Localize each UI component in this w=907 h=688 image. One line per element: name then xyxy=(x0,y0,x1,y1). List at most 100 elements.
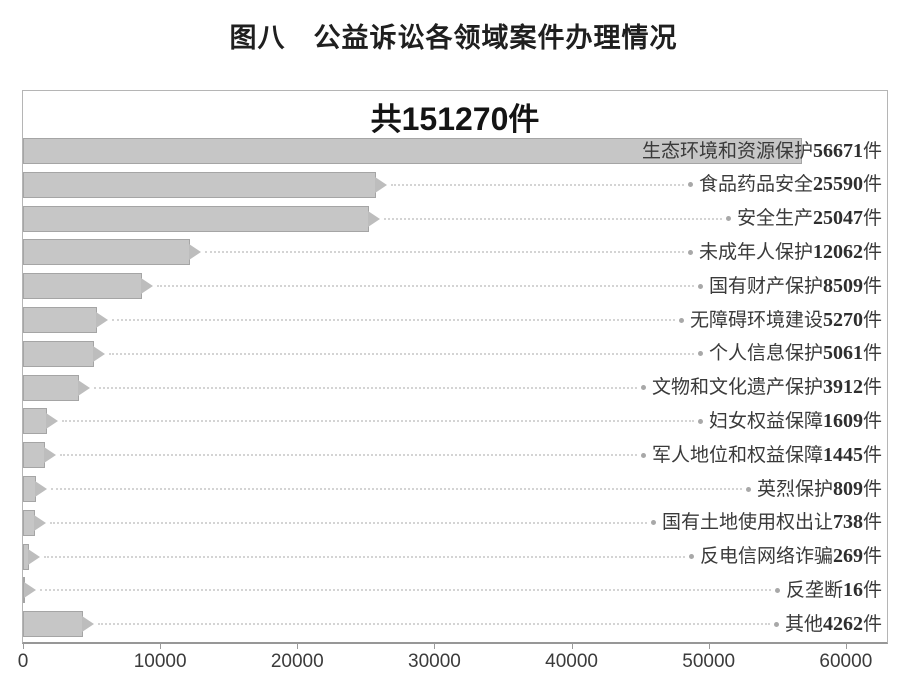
leader-dot-icon xyxy=(697,283,703,289)
bar-arrow-icon xyxy=(43,447,56,464)
bar-row: 生态环境和资源保护56671件 xyxy=(23,138,887,164)
bar-label: 国有财产保护8509件 xyxy=(709,273,882,300)
bar-row: 个人信息保护5061件 xyxy=(23,340,887,367)
bar-arrow-icon xyxy=(77,379,90,396)
bar-label-value: 12062 xyxy=(812,240,863,263)
bar-label-unit: 件 xyxy=(862,275,882,297)
bar-label: 个人信息保护5061件 xyxy=(709,340,882,367)
bar-label: 安全生产25047件 xyxy=(737,205,882,232)
bar-row: 反垄断16件 xyxy=(23,577,887,604)
bar-label-category: 英烈保护 xyxy=(756,478,833,500)
bar-arrow-icon xyxy=(96,312,109,328)
bar-label-category: 未成年人保护 xyxy=(698,241,813,263)
bar-label-value: 25590 xyxy=(812,173,863,196)
bar xyxy=(23,273,142,300)
bar-label-category: 反垄断 xyxy=(785,579,843,601)
bar-label-category: 安全生产 xyxy=(736,208,813,230)
leader-wrap: 食品药品安全25590件 xyxy=(390,172,882,198)
leader-line xyxy=(390,183,684,186)
bar-label: 其他4262件 xyxy=(785,611,882,638)
chart-total-prefix: 共 xyxy=(370,102,402,137)
leader-dot-icon xyxy=(687,249,693,255)
leader-wrap: 英烈保护809件 xyxy=(51,476,882,502)
bar xyxy=(23,171,376,198)
x-axis-tick xyxy=(434,643,436,649)
bar-label: 未成年人保护12062件 xyxy=(699,239,882,266)
bar-label: 反电信网络诈骗269件 xyxy=(700,543,882,570)
bar-label-value: 4262 xyxy=(822,612,863,635)
x-axis-tick xyxy=(297,643,299,649)
x-axis-tick xyxy=(23,643,24,649)
bar-arrow-icon xyxy=(35,481,48,497)
leader-wrap: 无障碍环境建设5270件 xyxy=(112,307,882,333)
bar-label-value: 8509 xyxy=(822,274,863,297)
leader-dot-icon xyxy=(640,452,646,458)
bar-label: 妇女权益保障1609件 xyxy=(709,408,882,435)
leader-line xyxy=(59,454,637,457)
bar-label: 文物和文化遗产保护3912件 xyxy=(652,374,882,401)
bar-row: 其他4262件 xyxy=(23,611,887,638)
bar-label-category: 反电信网络诈骗 xyxy=(699,546,833,568)
bar-arrow-icon xyxy=(82,616,95,633)
bar-label-category: 妇女权益保障 xyxy=(708,410,823,432)
x-axis-tick xyxy=(160,643,162,649)
leader-dot-icon xyxy=(640,385,646,391)
bar-label-unit: 件 xyxy=(862,343,882,365)
bar-row: 国有财产保护8509件 xyxy=(23,273,887,300)
x-axis-tick xyxy=(708,643,710,649)
bar-label-category: 国有财产保护 xyxy=(708,275,823,297)
bar-label-unit: 件 xyxy=(862,241,882,263)
leader-line xyxy=(51,488,742,490)
leader-dot-icon xyxy=(697,418,703,424)
leader-dot-icon xyxy=(650,520,656,526)
bar-label-category: 军人地位和权益保障 xyxy=(651,444,823,466)
bar-row: 安全生产25047件 xyxy=(23,205,887,232)
bar-arrow-icon xyxy=(367,210,380,227)
bar-label-unit: 件 xyxy=(862,377,882,399)
leader-line xyxy=(156,285,694,288)
bar-row: 英烈保护809件 xyxy=(23,476,887,502)
bar-arrow-icon xyxy=(140,278,153,295)
bar-row: 军人地位和权益保障1445件 xyxy=(23,442,887,469)
leader-line xyxy=(93,386,637,389)
x-axis-tick-label: 0 xyxy=(17,651,29,672)
bar-row: 食品药品安全25590件 xyxy=(23,171,887,198)
leader-line xyxy=(205,251,684,254)
bar-label-value: 269 xyxy=(832,545,863,568)
bar-label: 军人地位和权益保障1445件 xyxy=(652,442,882,469)
leader-dot-icon xyxy=(773,621,779,627)
chart-total-suffix: 件 xyxy=(508,102,540,137)
leader-dot-icon xyxy=(745,486,751,492)
bar-label-value: 3912 xyxy=(822,376,863,399)
bar-row: 文物和文化遗产保护3912件 xyxy=(23,374,887,401)
x-axis-tick-label: 30000 xyxy=(408,651,461,672)
leader-dot-icon xyxy=(697,351,703,357)
bar-label-unit: 件 xyxy=(862,174,882,196)
leader-line xyxy=(43,555,685,558)
bar-label-value: 25047 xyxy=(812,207,863,230)
bar-label-unit: 件 xyxy=(862,613,882,635)
leader-wrap: 安全生产25047件 xyxy=(383,205,882,232)
leader-line xyxy=(112,319,675,321)
bar-label-category: 无障碍环境建设 xyxy=(689,309,823,331)
leader-dot-icon xyxy=(725,216,731,222)
bar xyxy=(23,138,803,164)
leader-wrap: 反垄断16件 xyxy=(40,577,882,603)
leader-line xyxy=(383,217,722,220)
bar xyxy=(23,611,84,638)
bar-rows: 生态环境和资源保护56671件 食品药品安全25590件 安全生产25047件 未成年… xyxy=(23,91,887,642)
bar-label: 国有土地使用权出让738件 xyxy=(662,509,882,536)
leader-wrap: 反电信网络诈骗269件 xyxy=(43,543,882,570)
bar-label-unit: 件 xyxy=(862,478,882,500)
leader-line xyxy=(50,521,647,524)
bar-label-value: 56671 xyxy=(812,140,863,162)
bar-label-value: 5061 xyxy=(822,342,863,365)
leader-dot-icon xyxy=(687,182,693,188)
bar-label-value: 738 xyxy=(832,511,863,534)
x-axis-tick xyxy=(571,643,573,649)
bar-label-value: 16 xyxy=(842,578,863,601)
x-axis: 0 10000 20000 30000 40000 50000 60000 xyxy=(18,643,888,685)
leader-dot-icon xyxy=(678,317,684,323)
bar-label: 无障碍环境建设5270件 xyxy=(690,307,882,334)
leader-line xyxy=(40,589,771,592)
